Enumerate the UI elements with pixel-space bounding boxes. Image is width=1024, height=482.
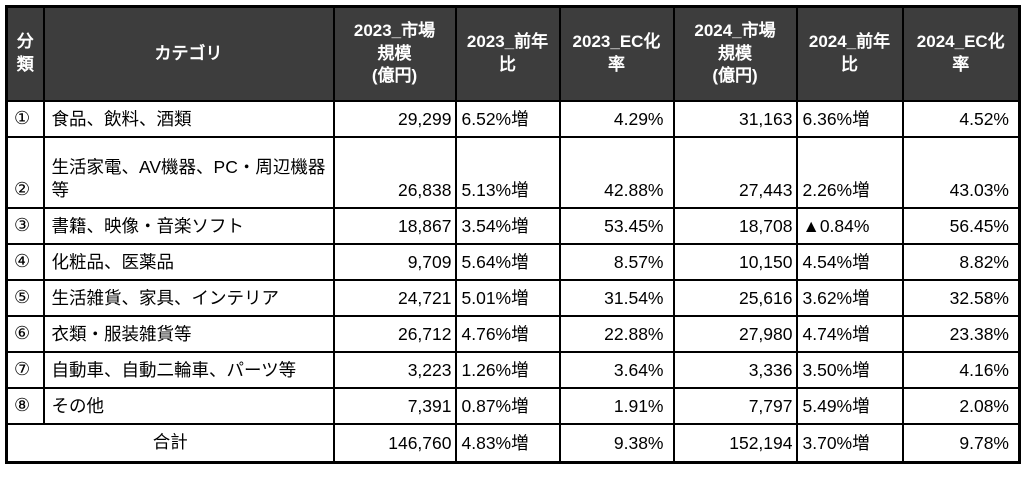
category-cell: 書籍、映像・音楽ソフト (42, 207, 335, 245)
row-number: ⑦ (5, 351, 45, 389)
ec-rate-2023: 8.57% (558, 243, 675, 281)
market-size-2024: 27,980 (672, 315, 798, 353)
category-cell: 生活家電、AV機器、PC・周辺機器等 (42, 136, 335, 209)
ec-rate-2024: 8.82% (901, 243, 1021, 281)
header-2024-market-size: 2024_市場 規模 (億円) (672, 5, 798, 102)
ec-rate-2024: 56.45% (901, 207, 1021, 245)
market-size-2024: 31,163 (672, 100, 798, 138)
yoy-2023: 5.13%増 (454, 136, 561, 209)
table-row: ① 食品、飲料、酒類 29,299 6.52%増 4.29% 31,163 6.… (5, 100, 1021, 138)
total-ec-rate-2024: 9.78% (901, 423, 1021, 463)
market-size-2024: 7,797 (672, 387, 798, 425)
market-size-2024: 25,616 (672, 279, 798, 317)
header-2024-ec-rate: 2024_EC化 率 (901, 5, 1021, 102)
market-size-2024: 18,708 (672, 207, 798, 245)
yoy-2024: 6.36%増 (795, 100, 904, 138)
market-size-2023: 18,867 (332, 207, 457, 245)
yoy-2023: 3.54%増 (454, 207, 561, 245)
total-yoy-2024: 3.70%増 (795, 423, 904, 463)
category-cell: 衣類・服装雑貨等 (42, 315, 335, 353)
ec-rate-2024: 23.38% (901, 315, 1021, 353)
total-ec-rate-2023: 9.38% (558, 423, 675, 463)
header-row: 分 類 カテゴリ 2023_市場 規模 (億円) 2023_前年 比 2023_… (5, 5, 1021, 102)
ec-rate-2024: 32.58% (901, 279, 1021, 317)
ec-rate-2023: 1.91% (558, 387, 675, 425)
table-row: ③ 書籍、映像・音楽ソフト 18,867 3.54%増 53.45% 18,70… (5, 207, 1021, 245)
row-number: ⑥ (5, 315, 45, 353)
category-cell: 化粧品、医薬品 (42, 243, 335, 281)
category-cell: その他 (42, 387, 335, 425)
total-label: 合計 (5, 423, 335, 463)
yoy-2023: 6.52%増 (454, 100, 561, 138)
category-cell: 自動車、自動二輪車、パーツ等 (42, 351, 335, 389)
header-2024-yoy: 2024_前年 比 (795, 5, 904, 102)
yoy-2024: ▲0.84% (795, 207, 904, 245)
ec-rate-2024: 2.08% (901, 387, 1021, 425)
ec-rate-2023: 4.29% (558, 100, 675, 138)
yoy-2023: 4.76%増 (454, 315, 561, 353)
row-number: ⑤ (5, 279, 45, 317)
market-size-2024: 3,336 (672, 351, 798, 389)
market-size-2024: 27,443 (672, 136, 798, 209)
market-size-2024: 10,150 (672, 243, 798, 281)
yoy-2023: 5.01%増 (454, 279, 561, 317)
market-size-2023: 24,721 (332, 279, 457, 317)
table-row: ⑧ その他 7,391 0.87%増 1.91% 7,797 5.49%増 2.… (5, 387, 1021, 425)
row-number: ① (5, 100, 45, 138)
header-class: 分 類 (5, 5, 45, 102)
ec-market-size-table: 分 類 カテゴリ 2023_市場 規模 (億円) 2023_前年 比 2023_… (5, 5, 1021, 464)
header-category: カテゴリ (42, 5, 335, 102)
market-size-2023: 26,838 (332, 136, 457, 209)
yoy-2024: 3.50%増 (795, 351, 904, 389)
yoy-2024: 5.49%増 (795, 387, 904, 425)
market-size-2023: 26,712 (332, 315, 457, 353)
table-row: ⑤ 生活雑貨、家具、インテリア 24,721 5.01%増 31.54% 25,… (5, 279, 1021, 317)
market-size-2023: 9,709 (332, 243, 457, 281)
ec-rate-2023: 31.54% (558, 279, 675, 317)
total-yoy-2023: 4.83%増 (454, 423, 561, 463)
yoy-2024: 2.26%増 (795, 136, 904, 209)
ec-rate-2024: 4.16% (901, 351, 1021, 389)
market-size-2023: 29,299 (332, 100, 457, 138)
row-number: ② (5, 136, 45, 209)
yoy-2023: 5.64%増 (454, 243, 561, 281)
ec-rate-2023: 22.88% (558, 315, 675, 353)
ec-rate-2024: 4.52% (901, 100, 1021, 138)
category-cell: 生活雑貨、家具、インテリア (42, 279, 335, 317)
row-number: ③ (5, 207, 45, 245)
total-market-size-2023: 146,760 (332, 423, 457, 463)
yoy-2023: 1.26%増 (454, 351, 561, 389)
table-row: ⑦ 自動車、自動二輪車、パーツ等 3,223 1.26%増 3.64% 3,33… (5, 351, 1021, 389)
table-row: ② 生活家電、AV機器、PC・周辺機器等 26,838 5.13%増 42.88… (5, 136, 1021, 209)
ec-rate-2023: 42.88% (558, 136, 675, 209)
row-number: ⑧ (5, 387, 45, 425)
ec-rate-2024: 43.03% (901, 136, 1021, 209)
total-row: 合計 146,760 4.83%増 9.38% 152,194 3.70%増 9… (5, 423, 1021, 463)
row-number: ④ (5, 243, 45, 281)
header-2023-ec-rate: 2023_EC化 率 (558, 5, 675, 102)
yoy-2024: 4.74%増 (795, 315, 904, 353)
header-2023-market-size: 2023_市場 規模 (億円) (332, 5, 457, 102)
market-size-2023: 7,391 (332, 387, 457, 425)
ec-rate-2023: 3.64% (558, 351, 675, 389)
ec-rate-2023: 53.45% (558, 207, 675, 245)
category-cell: 食品、飲料、酒類 (42, 100, 335, 138)
market-size-2023: 3,223 (332, 351, 457, 389)
header-2023-yoy: 2023_前年 比 (454, 5, 561, 102)
table-row: ⑥ 衣類・服装雑貨等 26,712 4.76%増 22.88% 27,980 4… (5, 315, 1021, 353)
total-market-size-2024: 152,194 (672, 423, 798, 463)
yoy-2024: 3.62%増 (795, 279, 904, 317)
yoy-2023: 0.87%増 (454, 387, 561, 425)
table-row: ④ 化粧品、医薬品 9,709 5.64%増 8.57% 10,150 4.54… (5, 243, 1021, 281)
yoy-2024: 4.54%増 (795, 243, 904, 281)
